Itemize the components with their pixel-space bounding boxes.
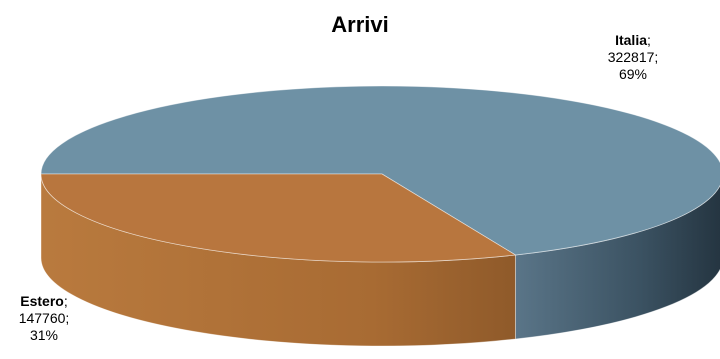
data-label-value: 147760; [18,310,70,326]
data-label-category: Italia [615,32,647,48]
data-label-italia: Italia; 322817; 69% [607,32,659,82]
pie-slice-estero [40,173,517,263]
data-label-percent: 69% [618,66,648,82]
data-label-estero: Estero; 147760; 31% [18,293,70,343]
pie-slice-italia [40,85,720,256]
data-label-category: Estero [20,293,64,309]
chart-title: Arrivi [331,12,389,37]
data-label-percent: 31% [29,327,59,343]
data-label-value: 322817; [607,49,659,65]
